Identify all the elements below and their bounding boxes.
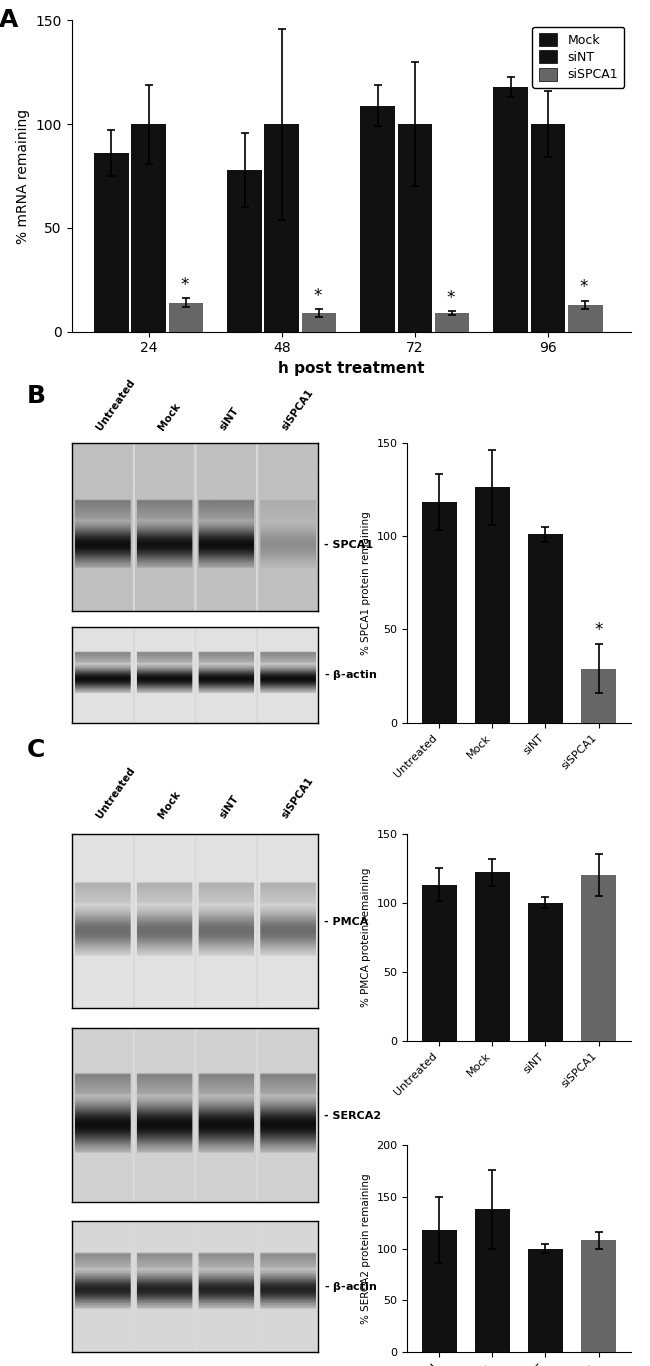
Text: siSPCA1: siSPCA1	[280, 387, 315, 432]
Bar	[435, 313, 469, 332]
Bar	[581, 668, 616, 723]
Bar	[360, 105, 395, 332]
Text: *: *	[447, 288, 455, 307]
Bar	[422, 1229, 456, 1352]
Bar	[227, 169, 262, 332]
Bar	[94, 153, 129, 332]
Text: - SERCA2: - SERCA2	[324, 1112, 381, 1121]
Text: - $\mathbf{\beta}$-actin: - $\mathbf{\beta}$-actin	[324, 1280, 377, 1294]
Bar	[398, 124, 432, 332]
Text: *: *	[181, 276, 188, 294]
Bar	[475, 1209, 510, 1352]
Bar	[528, 903, 563, 1041]
Bar	[422, 885, 456, 1041]
Bar	[302, 313, 336, 332]
Text: siNT: siNT	[218, 794, 241, 821]
Text: B: B	[27, 384, 46, 408]
Bar	[475, 873, 510, 1041]
Text: - SPCA1: - SPCA1	[324, 540, 373, 549]
Bar	[581, 1240, 616, 1352]
Bar	[568, 305, 603, 332]
Text: *: *	[595, 620, 603, 639]
Text: Mock: Mock	[156, 790, 182, 821]
Bar	[528, 1249, 563, 1352]
Text: - $\mathbf{\beta}$-actin: - $\mathbf{\beta}$-actin	[324, 668, 377, 682]
Bar	[493, 87, 528, 332]
Bar	[265, 124, 299, 332]
Text: siSPCA1: siSPCA1	[280, 776, 315, 821]
Text: - PMCA: - PMCA	[324, 918, 368, 928]
Y-axis label: % SPCA1 protein remaining: % SPCA1 protein remaining	[361, 511, 371, 654]
Text: Untreated: Untreated	[95, 766, 137, 821]
Bar	[530, 124, 566, 332]
Text: Untreated: Untreated	[95, 377, 137, 432]
Legend: Mock, siNT, siSPCA1: Mock, siNT, siSPCA1	[532, 27, 624, 87]
Bar	[475, 488, 510, 723]
Y-axis label: % PMCA protein remaining: % PMCA protein remaining	[361, 867, 371, 1007]
Text: C: C	[27, 738, 46, 762]
Y-axis label: % SERCA2 protein remaining: % SERCA2 protein remaining	[361, 1173, 371, 1324]
Text: Mock: Mock	[156, 400, 182, 432]
Bar	[168, 303, 203, 332]
Bar	[581, 876, 616, 1041]
Bar	[528, 534, 563, 723]
Text: *: *	[313, 287, 322, 305]
X-axis label: h post treatment: h post treatment	[278, 361, 424, 376]
Text: A: A	[0, 8, 18, 31]
Bar	[131, 124, 166, 332]
Text: *: *	[580, 279, 588, 296]
Text: siNT: siNT	[218, 406, 241, 432]
Bar	[422, 503, 456, 723]
Y-axis label: % mRNA remaining: % mRNA remaining	[16, 108, 30, 243]
